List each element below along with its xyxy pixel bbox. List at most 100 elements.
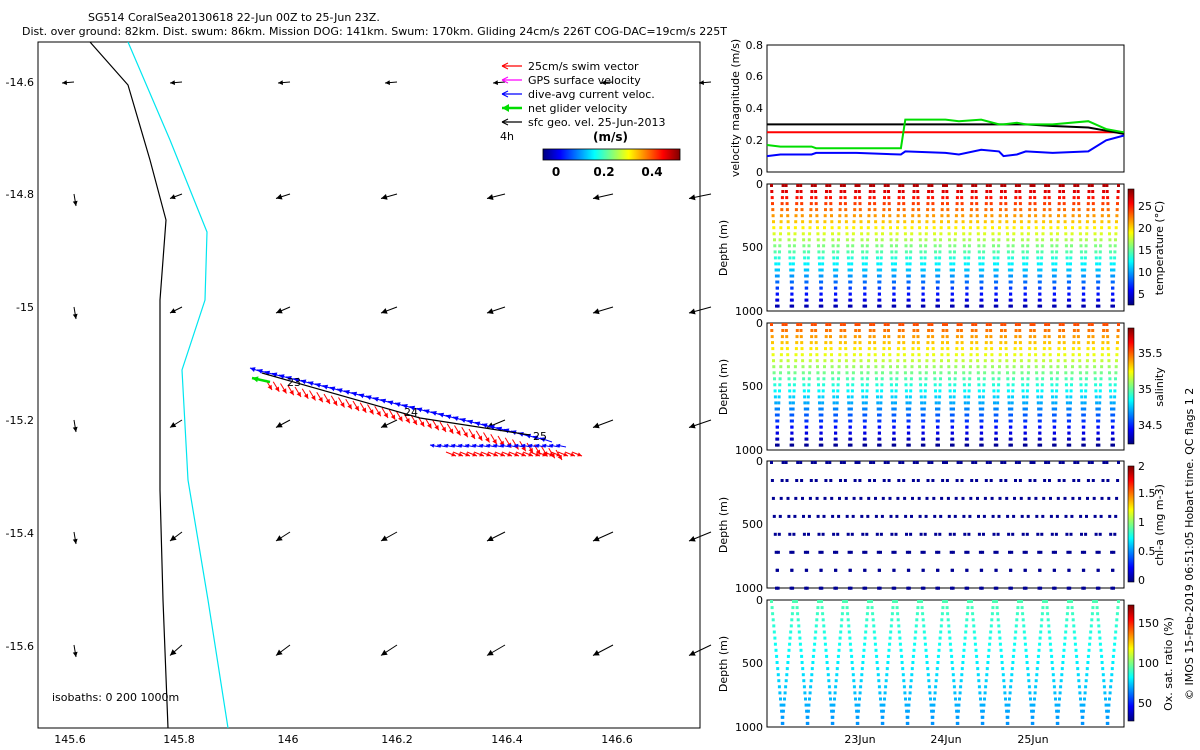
profile-point [945, 329, 949, 332]
colorbar-tick: 5 [1138, 288, 1145, 301]
profile-point [1050, 654, 1054, 658]
profile-point [935, 443, 939, 447]
profile-point [931, 709, 935, 713]
profile-point [1094, 250, 1098, 254]
profile-point [1010, 401, 1014, 405]
profile-point [942, 600, 945, 603]
profile-point [801, 226, 805, 230]
profile-point [907, 419, 911, 423]
profile-point [925, 496, 929, 500]
y-tick-label: 500 [742, 657, 763, 670]
profile-point [800, 661, 804, 664]
profile-point [1067, 292, 1071, 296]
profile-point [903, 691, 907, 695]
profile-point [903, 365, 907, 369]
profile-point [896, 496, 900, 500]
profile-point [934, 401, 938, 405]
legend-gps-arrowhead [501, 76, 509, 84]
colorbar-tick: 0 [552, 165, 560, 179]
profile-point [950, 431, 954, 435]
profile-point [895, 383, 898, 387]
profile-point [1008, 298, 1012, 302]
profile-point [1075, 661, 1079, 664]
profile-point [1044, 184, 1048, 187]
profile-point [1013, 496, 1016, 500]
profile-point [770, 184, 773, 187]
profile-point [960, 335, 964, 339]
profile-point [1093, 371, 1097, 375]
profile-point [939, 377, 942, 381]
profile-point [1034, 685, 1038, 689]
profile-point [815, 496, 819, 500]
profile-point [1058, 461, 1062, 464]
profile-point [996, 401, 1000, 405]
profile-point [1096, 568, 1100, 572]
profile-point [1116, 202, 1119, 206]
profile-point [961, 654, 965, 658]
profile-point [992, 532, 996, 536]
profile-point [893, 550, 897, 554]
profile-point [1020, 377, 1024, 381]
profile-point [779, 353, 783, 357]
profile-point [1008, 413, 1012, 417]
profile-point [774, 407, 778, 411]
profile-point [1082, 286, 1086, 290]
profile-point [917, 600, 920, 603]
profile-point [838, 341, 842, 345]
profile-point [864, 268, 868, 272]
dive-avg-current-arrow-head [315, 382, 321, 388]
profile-point [950, 654, 954, 658]
profile-point [852, 679, 856, 683]
profile-point [1047, 630, 1051, 634]
profile-point [962, 648, 966, 652]
profile-point [1079, 377, 1083, 381]
profile-point [879, 407, 883, 411]
profile-point [1049, 220, 1053, 224]
profile-point [846, 612, 850, 616]
profile-point [865, 256, 869, 260]
profile-point [802, 238, 806, 242]
profile-point [1064, 514, 1068, 518]
profile-point [1022, 268, 1026, 272]
profile-point [881, 496, 885, 500]
profile-point [772, 232, 776, 236]
profile-point [919, 383, 923, 387]
geo-velocity-arrow-head [601, 80, 606, 85]
profile-point [909, 250, 913, 254]
profile-point [846, 250, 850, 254]
profile-point [810, 329, 814, 332]
profile-point [889, 377, 893, 381]
map-ytick: -14.8 [6, 188, 34, 201]
profile-point [962, 371, 966, 375]
profile-point [988, 461, 992, 464]
profile-point [866, 238, 870, 242]
profile-point [1106, 347, 1110, 351]
profile-point [1019, 208, 1023, 212]
profile-point [829, 347, 833, 351]
legend-geo-arrowhead [501, 118, 509, 126]
profile-point [1108, 232, 1111, 236]
profile-point [1079, 514, 1083, 518]
profile-point [889, 226, 892, 230]
profile-point [1062, 202, 1066, 206]
profile-point [961, 365, 965, 369]
profile-point [1091, 190, 1095, 193]
profile-point [937, 550, 941, 554]
profile-point [1070, 377, 1074, 381]
profile-point [1061, 184, 1065, 187]
profile-point [867, 347, 871, 351]
profile-point [904, 250, 908, 254]
profile-point [780, 341, 784, 345]
profile-point [966, 606, 970, 610]
profile-point [880, 250, 884, 254]
profile-point [1114, 377, 1117, 381]
profile-point [866, 514, 870, 518]
profile-point [788, 401, 792, 405]
profile-point [951, 568, 954, 572]
profile-point [991, 514, 995, 518]
profile-point [980, 425, 984, 429]
swim-vector-arrow-head [492, 439, 497, 445]
profile-point [1051, 673, 1055, 677]
profile-point [1081, 443, 1085, 447]
profile-point [896, 612, 900, 616]
